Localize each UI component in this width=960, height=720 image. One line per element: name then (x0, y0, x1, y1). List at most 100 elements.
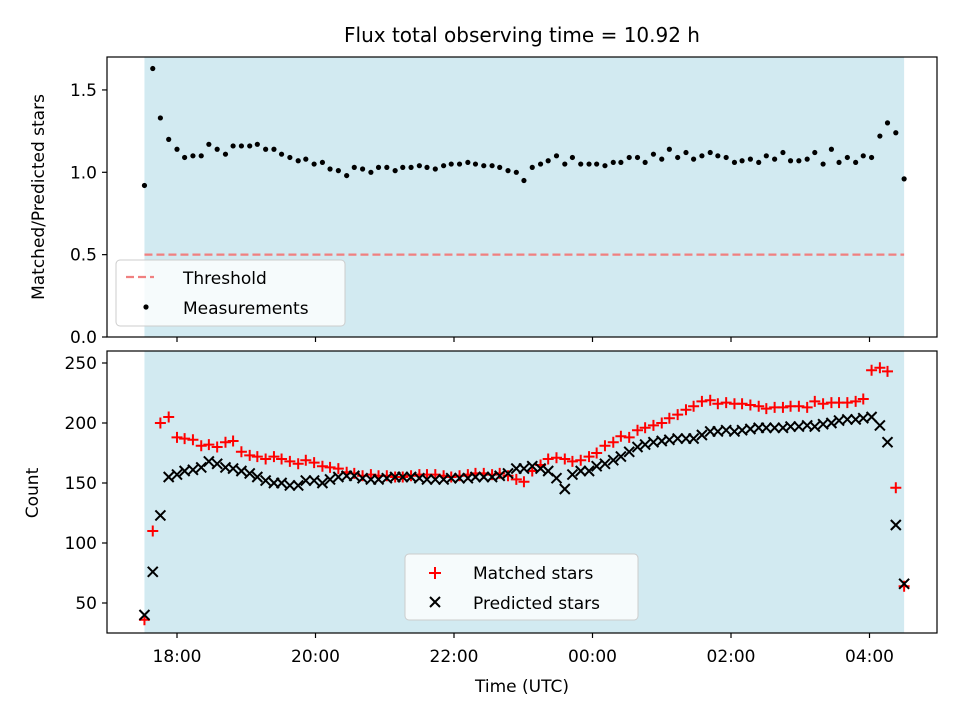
matched-star-point (332, 463, 344, 475)
matched-star-point (154, 417, 166, 429)
measurement-point (602, 163, 608, 169)
measurement-point (723, 154, 729, 161)
measurement-point (707, 149, 713, 156)
matched-star-point (244, 449, 256, 461)
measurement-point (489, 163, 495, 169)
measurement-point (303, 156, 309, 162)
measurement-point (804, 156, 810, 162)
measurement-point (715, 153, 721, 159)
measurement-point (537, 161, 544, 167)
measurement-point (642, 159, 648, 166)
predicted-star-point (590, 460, 603, 472)
measurement-point (731, 159, 738, 166)
predicted-star-point (445, 472, 457, 484)
measurement-point (319, 159, 326, 166)
matched-star-point (720, 397, 732, 409)
measurement-point (610, 159, 616, 166)
y-tick-label: 150 (65, 474, 97, 494)
measurement-point (569, 154, 576, 161)
matched-legend-swatch (429, 567, 441, 579)
measurement-point (150, 65, 156, 72)
measurement-point (432, 166, 438, 172)
measurement-point (375, 164, 382, 170)
matched-star-point (744, 399, 756, 411)
ratio-x-ticks (176, 337, 871, 342)
count-y-ticks: 50 100 150 200 250 (65, 354, 107, 614)
measurement-point (392, 168, 398, 174)
measurement-point (594, 161, 600, 167)
matched-star-point (656, 417, 668, 429)
predicted-star-point (550, 472, 563, 484)
predicted-star-point (575, 465, 587, 477)
predicted-star-point (397, 471, 409, 483)
matched-star-point (801, 401, 813, 413)
predicted-star-point (696, 429, 708, 441)
matched-star-point (591, 447, 603, 459)
predicted-star-point (469, 471, 482, 483)
matched-star-point (316, 460, 328, 472)
measurement-point (634, 154, 641, 161)
measurement-point (263, 146, 269, 152)
matched-star-point (793, 400, 805, 412)
matched-star-point (647, 419, 659, 431)
measurement-point (238, 143, 245, 149)
predicted-star-point (478, 471, 490, 483)
measurement-point (796, 158, 802, 164)
predicted-star-point (244, 467, 256, 480)
measurement-point (254, 141, 260, 147)
predicted-star-point (493, 470, 506, 482)
measurement-point (877, 133, 883, 139)
measurement-point (441, 163, 447, 169)
matched-star-point (736, 398, 748, 410)
matched-star-point (607, 436, 619, 448)
measurement-point (675, 154, 681, 161)
matched-star-point (276, 453, 288, 465)
matched-star-point (566, 455, 578, 467)
matched-star-point (753, 400, 765, 412)
measurement-point (222, 151, 229, 157)
y-tick-label: 200 (65, 414, 97, 434)
predicted-star-point (211, 458, 223, 470)
measurement-point (497, 164, 503, 170)
matched-star-point (680, 404, 692, 416)
predicted-star-point (316, 477, 329, 489)
matched-star-point (639, 422, 651, 434)
matched-star-point (171, 431, 183, 443)
ratio-panel: 0.0 0.5 1.0 1.5 Matched/Predicted stars Thr… (29, 56, 938, 348)
predicted-star-point (890, 519, 902, 531)
predicted-stars-points (138, 411, 910, 621)
predicted-star-point (453, 472, 466, 484)
predicted-star-point (639, 438, 651, 451)
measurement-point (424, 164, 430, 170)
predicted-legend-label: Predicted stars (473, 594, 600, 614)
matched-star-point (518, 476, 530, 488)
predicted-star-point (566, 468, 579, 481)
measurement-point (182, 154, 188, 161)
predicted-star-point (292, 479, 304, 492)
matched-star-point (890, 482, 902, 494)
measurement-point (553, 153, 560, 159)
matched-star-point (559, 453, 571, 465)
matched-star-point (623, 431, 635, 443)
predicted-star-point (784, 420, 797, 433)
predicted-star-point (300, 474, 312, 487)
measurement-point (141, 182, 148, 189)
predicted-star-point (518, 462, 530, 475)
matched-star-point (550, 452, 562, 464)
predicted-star-point (631, 441, 644, 453)
matched-star-point (874, 362, 886, 374)
ratio-y-ticks: 0.0 0.5 1.0 1.5 (70, 81, 107, 348)
predicted-legend-swatch (429, 596, 441, 608)
matched-star-point (292, 458, 304, 470)
matched-star-point (251, 451, 263, 463)
x-tick-label: 04:00 (845, 647, 894, 667)
y-tick-label: 1.5 (70, 81, 97, 101)
matched-star-point (187, 434, 199, 446)
matched-star-point (632, 424, 644, 436)
matched-star-point (211, 441, 223, 453)
y-tick-label: 250 (65, 354, 97, 374)
measurement-point (456, 161, 463, 167)
count-panel: 50 100 150 200 250 18:00 20:00 22:00 00:00 02:00… (23, 350, 938, 697)
measurement-point (739, 158, 745, 164)
predicted-star-point (227, 462, 239, 475)
